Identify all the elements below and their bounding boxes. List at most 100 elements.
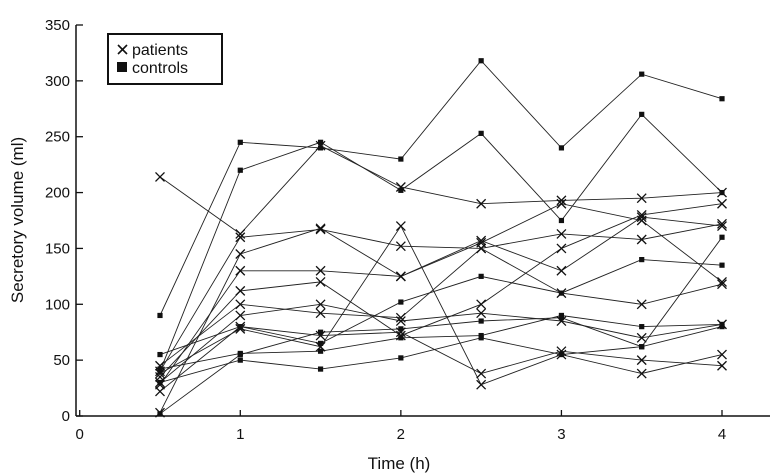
patient-point <box>395 271 406 282</box>
control-point <box>317 348 324 354</box>
patient-series-line <box>159 225 723 386</box>
control-point <box>398 326 404 332</box>
patient-point <box>315 224 326 235</box>
patient-point <box>476 368 487 379</box>
patient-series-line <box>159 145 723 235</box>
patient-point <box>155 386 165 397</box>
y-tick-label: 0 <box>62 408 70 425</box>
patient-point <box>395 182 406 192</box>
control-point <box>719 324 725 330</box>
patient-point <box>315 265 326 276</box>
control-point <box>639 344 645 350</box>
patient-point <box>556 228 567 239</box>
y-tick-label: 350 <box>45 17 70 34</box>
patient-point <box>315 299 326 310</box>
control-series-line <box>159 315 723 370</box>
patient-series-line <box>159 203 723 385</box>
patient-point <box>717 218 727 229</box>
patient-point <box>315 308 326 319</box>
patient-point <box>476 308 487 319</box>
patient-point <box>155 360 165 371</box>
control-point <box>317 139 324 145</box>
series-layer <box>155 58 727 418</box>
patient-series-line <box>159 223 723 372</box>
control-point <box>639 257 645 263</box>
patient-series <box>155 299 727 388</box>
legend-patients-label: patients <box>132 42 188 59</box>
control-point <box>639 111 645 117</box>
patient-point <box>476 198 487 209</box>
control-series <box>157 234 725 417</box>
control-point <box>157 366 163 372</box>
patient-point <box>556 195 567 206</box>
y-tick-label: 300 <box>45 73 70 90</box>
patient-point <box>235 232 246 243</box>
legend-controls-marker <box>117 62 127 72</box>
patient-point <box>235 249 246 259</box>
y-tick-label: 200 <box>45 185 70 202</box>
control-point <box>398 355 404 361</box>
patient-point <box>556 346 567 357</box>
control-point <box>558 145 565 151</box>
patient-point <box>235 321 246 332</box>
patient-point <box>315 140 326 151</box>
patient-point <box>315 223 326 234</box>
control-series-line <box>159 60 723 316</box>
patient-point <box>235 310 246 321</box>
control-series-line <box>159 326 723 383</box>
control-point <box>478 130 484 136</box>
patient-point <box>235 265 246 276</box>
control-point <box>237 167 243 173</box>
patient-point <box>556 243 567 254</box>
control-point <box>157 411 163 417</box>
patient-point <box>717 319 727 330</box>
control-point <box>558 217 565 224</box>
patient-point <box>636 209 647 220</box>
y-tick-label: 50 <box>53 352 70 369</box>
control-point <box>317 145 324 151</box>
control-series-line <box>159 237 723 415</box>
control-point <box>478 273 484 279</box>
control-series-line <box>159 113 723 372</box>
patient-point <box>155 368 165 379</box>
patient-series-line <box>159 326 723 392</box>
patient-series-line <box>159 203 723 378</box>
patient-point <box>235 323 246 334</box>
patient-point <box>155 171 165 182</box>
patient-point <box>717 349 727 360</box>
legend: patients controls <box>107 33 223 85</box>
patient-point <box>235 285 246 296</box>
control-point <box>317 366 324 372</box>
patient-point <box>717 198 727 209</box>
patient-point <box>476 379 487 390</box>
patient-point <box>636 332 647 343</box>
control-series <box>157 58 725 319</box>
patient-series <box>155 198 727 382</box>
patient-point <box>476 299 487 310</box>
patient-point <box>636 193 647 204</box>
y-axis-title: Secretory volume (ml) <box>8 137 27 303</box>
patient-point <box>636 355 647 366</box>
patient-point <box>636 368 647 379</box>
patient-series-line <box>159 216 723 413</box>
patient-series-line <box>159 303 723 383</box>
patient-series-line <box>159 247 723 367</box>
patient-point <box>315 330 326 341</box>
x-tick-label: 4 <box>718 426 726 443</box>
patient-point <box>556 198 567 209</box>
patient-point <box>556 288 567 299</box>
control-series <box>157 111 725 374</box>
patient-point <box>395 316 406 327</box>
control-point <box>237 357 243 363</box>
control-point <box>639 71 645 77</box>
control-point <box>478 58 484 64</box>
control-point <box>398 299 404 305</box>
control-point <box>719 234 725 240</box>
control-point <box>719 262 725 268</box>
control-point <box>558 315 565 321</box>
control-point <box>398 156 404 162</box>
legend-controls-label: controls <box>132 60 188 77</box>
control-point <box>719 96 725 102</box>
legend-box <box>107 33 223 85</box>
